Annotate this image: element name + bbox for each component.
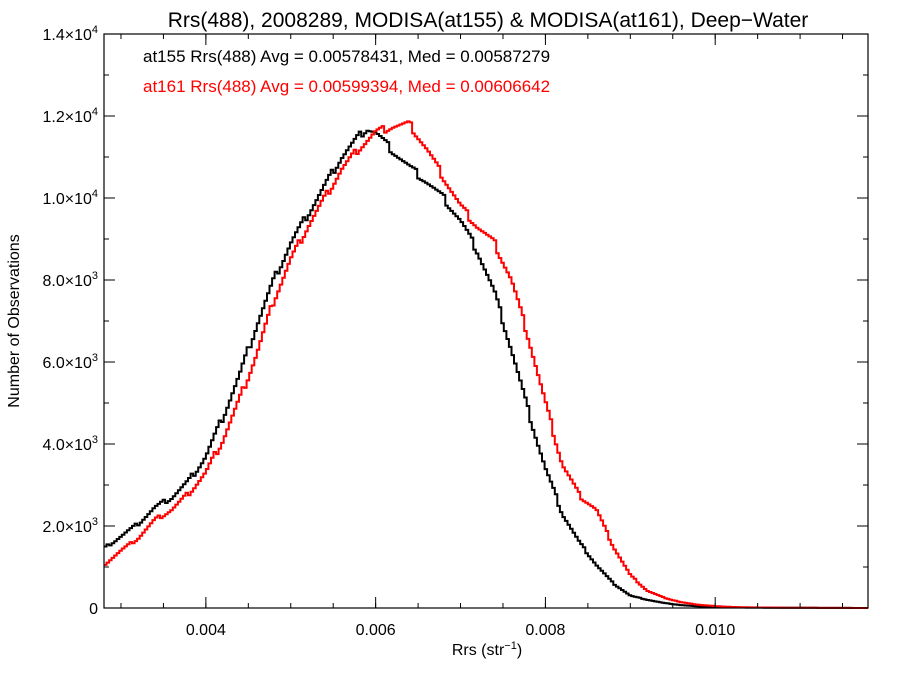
y-tick-label-mantissa: 6.0×10 bbox=[42, 355, 91, 372]
series-line-2 bbox=[104, 120, 868, 609]
y-tick-label: 1.4×104 bbox=[42, 24, 98, 44]
y-tick-label-exponent: 4 bbox=[92, 106, 98, 118]
plot-frame bbox=[103, 33, 869, 609]
y-axis-label: Number of Observations bbox=[6, 234, 23, 407]
y-tick-label-mantissa: 1.0×10 bbox=[42, 191, 91, 208]
y-tick-label-mantissa: 4.0×10 bbox=[42, 437, 91, 454]
y-tick-label-mantissa: 2.0×10 bbox=[42, 519, 91, 536]
x-tick-label: 0.008 bbox=[525, 622, 565, 639]
x-tick-label: 0.010 bbox=[695, 622, 735, 639]
y-tick-label: 8.0×103 bbox=[42, 270, 98, 290]
legend-annotations: at155 Rrs(488) Avg = 0.00578431, Med = 0… bbox=[143, 47, 550, 96]
x-tick-label: 0.006 bbox=[356, 622, 396, 639]
annotation-line-2: at161 Rrs(488) Avg = 0.00599394, Med = 0… bbox=[143, 77, 550, 96]
y-tick-label-exponent: 3 bbox=[92, 434, 98, 446]
series-line-1 bbox=[104, 129, 868, 609]
y-axis: 02.0×1034.0×1036.0×1038.0×1031.0×1041.2×… bbox=[42, 24, 868, 618]
x-axis: 0.004 0.006 0.008 0.010 bbox=[120, 34, 844, 639]
y-tick-label-mantissa: 1.2×10 bbox=[42, 109, 91, 126]
y-tick-label: 4.0×103 bbox=[42, 434, 98, 454]
y-tick-label-mantissa: 8.0×10 bbox=[42, 273, 91, 290]
chart-title: Rrs(488), 2008289, MODISA(at155) & MODIS… bbox=[168, 9, 809, 32]
x-axis-label-close: ) bbox=[517, 642, 522, 659]
x-axis-label: Rrs (str−1) bbox=[452, 640, 522, 659]
y-tick-label-exponent: 3 bbox=[92, 270, 98, 282]
y-tick-label-exponent: 3 bbox=[92, 352, 98, 364]
y-tick-label-exponent: 3 bbox=[92, 516, 98, 528]
y-tick-label-mantissa: 1.4×10 bbox=[42, 27, 91, 44]
y-tick-label-exponent: 4 bbox=[92, 24, 98, 36]
x-axis-label-sup: −1 bbox=[504, 640, 517, 652]
y-tick-label: 1.0×104 bbox=[42, 188, 98, 208]
annotation-line-1: at155 Rrs(488) Avg = 0.00578431, Med = 0… bbox=[143, 47, 550, 66]
y-tick-label: 0 bbox=[89, 601, 98, 618]
plot-series-group bbox=[104, 120, 868, 609]
x-axis-label-main: Rrs (str bbox=[452, 642, 505, 659]
y-tick-label: 1.2×104 bbox=[42, 106, 98, 126]
x-tick-label: 0.004 bbox=[186, 622, 226, 639]
y-tick-label: 2.0×103 bbox=[42, 516, 98, 536]
y-tick-label-mantissa: 0 bbox=[89, 601, 98, 618]
y-tick-label-exponent: 4 bbox=[92, 188, 98, 200]
y-tick-label: 6.0×103 bbox=[42, 352, 98, 372]
